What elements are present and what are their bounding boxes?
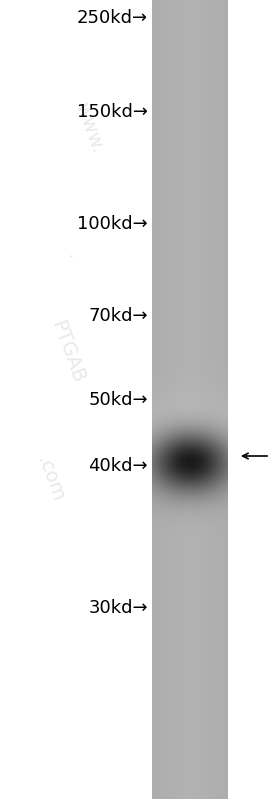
Text: .: . xyxy=(63,249,83,262)
Text: www.: www. xyxy=(72,100,108,156)
Text: 50kd→: 50kd→ xyxy=(88,391,148,409)
Text: PTGAB: PTGAB xyxy=(47,317,87,386)
Text: .com: .com xyxy=(33,454,67,505)
Text: 250kd→: 250kd→ xyxy=(77,9,148,27)
Text: 40kd→: 40kd→ xyxy=(88,457,148,475)
Text: 100kd→: 100kd→ xyxy=(77,215,148,233)
Text: 150kd→: 150kd→ xyxy=(77,103,148,121)
Text: 30kd→: 30kd→ xyxy=(88,599,148,617)
Text: 70kd→: 70kd→ xyxy=(88,307,148,325)
